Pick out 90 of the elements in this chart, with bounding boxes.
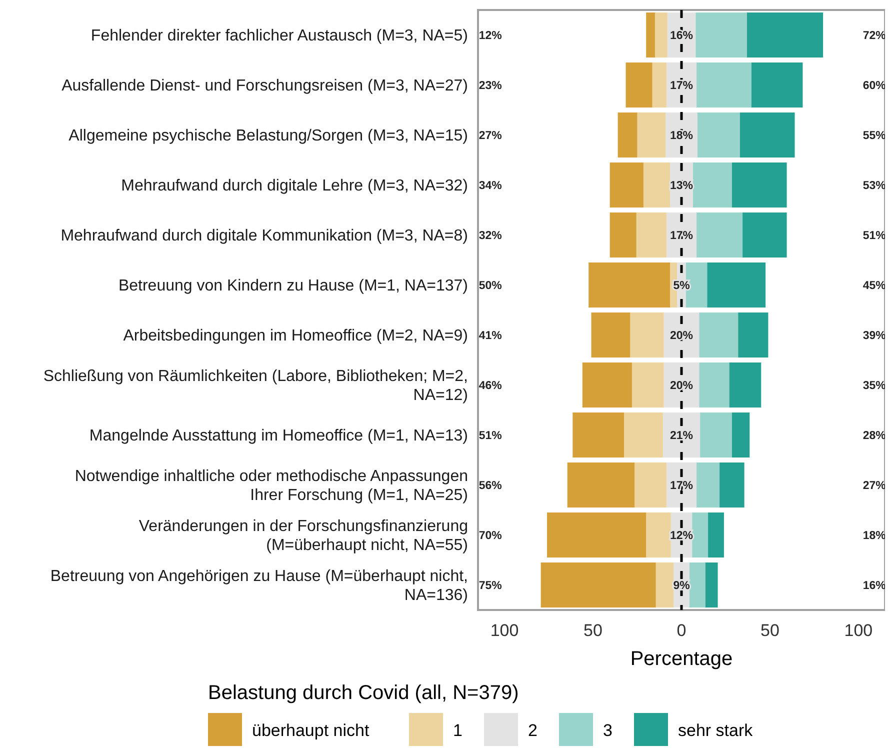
bar — [547, 512, 646, 558]
bar — [643, 162, 670, 208]
bar — [636, 212, 666, 258]
bar — [689, 562, 706, 608]
annotation: 16% — [670, 30, 694, 42]
bar — [696, 212, 743, 258]
y-tick-label: Ausfallende Dienst- und Forschungsreisen (M=3, NA=27) — [62, 78, 468, 95]
x-tick-label: 100 — [844, 621, 873, 640]
annotation: 51% — [478, 430, 502, 442]
bar — [720, 462, 744, 508]
x-tick-label: 0 — [676, 621, 686, 640]
bar — [591, 312, 630, 358]
annotation: 32% — [478, 230, 502, 242]
annotation: 27% — [478, 130, 502, 142]
annotation: 46% — [478, 380, 502, 392]
annotation: 13% — [670, 180, 694, 192]
bar — [692, 512, 708, 558]
bar — [707, 262, 766, 308]
bar — [582, 362, 632, 408]
bar — [729, 362, 762, 408]
bar — [696, 62, 752, 108]
annotation: 17% — [670, 480, 694, 492]
bar — [588, 262, 670, 308]
legend-label: überhaupt nicht — [252, 720, 370, 740]
bar — [656, 562, 674, 608]
annotation: 50% — [478, 280, 502, 292]
legend-title: Belastung durch Covid (all, N=379) — [208, 682, 519, 704]
bar — [738, 312, 768, 358]
y-tick-label: Notwendige inhaltliche oder methodische Anpassungen Ihrer Forschung (M=1, NA=25) — [74, 468, 468, 504]
bar — [693, 162, 732, 208]
annotation: 21% — [670, 430, 694, 442]
x-axis-title: Percentage — [630, 648, 733, 670]
y-tick-label: Allgemeine psychische Belastung/Sorgen (M=3, NA=15) — [68, 128, 468, 145]
bar — [700, 412, 732, 458]
bar — [624, 412, 663, 458]
bar — [699, 312, 738, 358]
annotation: 12% — [478, 30, 502, 42]
x-tick-label: 50 — [584, 621, 602, 640]
bar — [746, 12, 824, 58]
legend-label: sehr stark — [678, 720, 754, 740]
x-tick-label: 100 — [490, 621, 519, 640]
y-tick-label: Schließung von Räumlichkeiten (Labore, Bibliotheken; M=2, NA=12) — [43, 368, 468, 404]
bar — [630, 312, 664, 358]
bar — [708, 512, 724, 558]
bar — [572, 412, 624, 458]
legend-label: 1 — [453, 720, 462, 740]
annotation: 18% — [670, 130, 694, 142]
annotation: 34% — [478, 180, 502, 192]
legend-label: 2 — [528, 720, 538, 740]
bar — [646, 12, 655, 58]
bar — [697, 112, 740, 158]
bar — [637, 112, 666, 158]
annotation: 70% — [478, 530, 502, 542]
annotation: 41% — [478, 330, 502, 342]
bar — [654, 12, 668, 58]
bar — [696, 12, 747, 58]
x-tick-label: 50 — [760, 621, 780, 640]
bar — [610, 162, 644, 208]
bar — [618, 112, 638, 158]
annotation: 9% — [673, 580, 690, 592]
bar — [634, 462, 666, 508]
bar — [646, 512, 671, 558]
bar — [751, 62, 803, 108]
bar — [696, 462, 720, 508]
bar — [705, 562, 718, 608]
y-tick-label: Mehraufwand durch digitale Lehre (M=3, NA=32) — [121, 178, 468, 195]
y-tick-label: Fehlender direkter fachlicher Austausch (M=3, NA=5) — [90, 28, 468, 45]
bar — [567, 462, 635, 508]
annotation: 75% — [478, 580, 502, 592]
annotation: 17% — [670, 80, 694, 92]
bar — [732, 162, 787, 208]
y-tick-label: Mehraufwand durch digitale Kommunikation (M=3, NA=8) — [60, 228, 468, 245]
annotation: 23% — [478, 80, 502, 92]
y-tick-label: Mangelnde Ausstattung im Homeoffice (M=1, NA=13) — [89, 428, 468, 445]
y-tick-label: Veränderungen in der Forschungsfinanzierung (M=überhaupt nicht, NA=55) — [138, 518, 468, 554]
y-tick-label: Betreuung von Angehörigen zu Hause (M=überhaupt nicht, NA=136) — [50, 568, 468, 604]
bar — [610, 212, 636, 258]
bar — [632, 362, 664, 408]
bar — [626, 62, 652, 108]
annotation: 56% — [478, 480, 502, 492]
bar — [652, 62, 666, 108]
bar — [699, 362, 730, 408]
y-tick-label: Betreuung von Kindern zu Hause (M=1, NA=137) — [118, 278, 468, 295]
bar — [732, 412, 750, 458]
bar — [540, 562, 656, 608]
legend-label: 3 — [603, 720, 612, 740]
annotation: 12% — [670, 530, 694, 542]
bar — [742, 212, 787, 258]
bar — [740, 112, 795, 158]
y-tick-label: Arbeitsbedingungen im Homeoffice (M=2, NA=9) — [123, 328, 468, 345]
